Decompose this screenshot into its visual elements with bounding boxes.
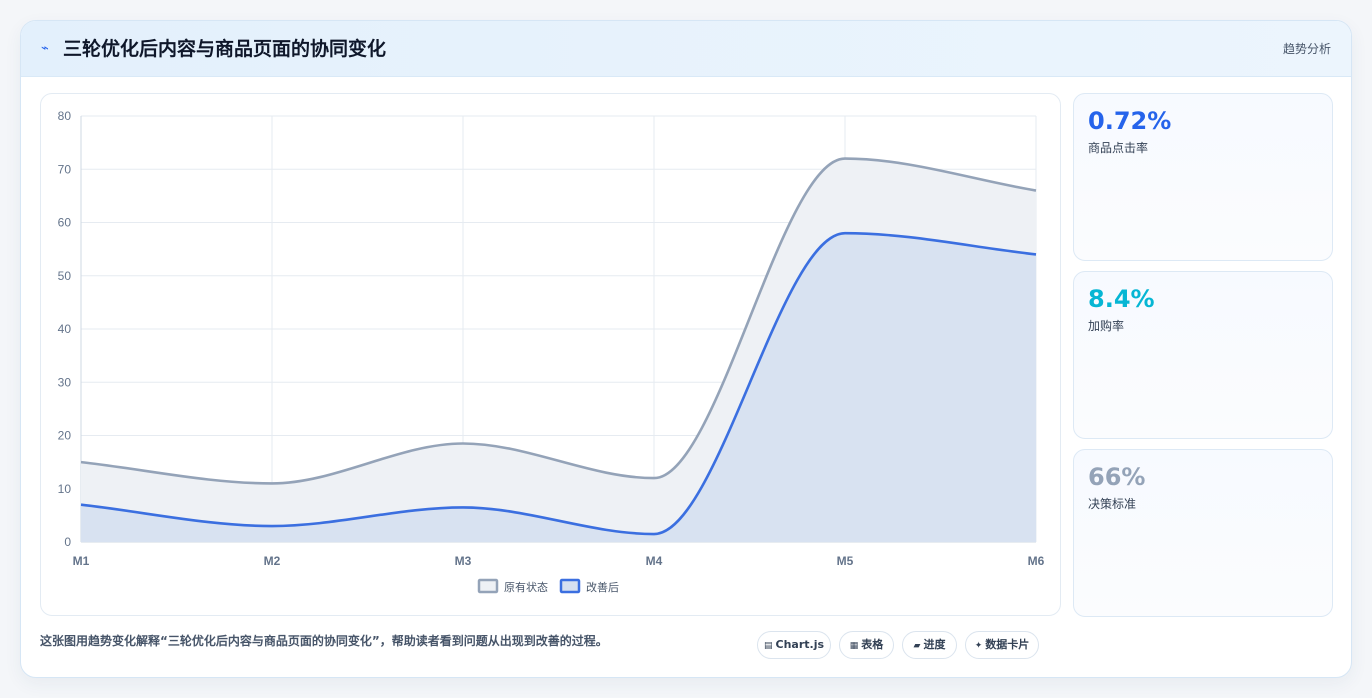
card-icon: ✦ bbox=[974, 641, 983, 651]
chip-label: 数据卡片 bbox=[985, 638, 1030, 651]
data-point bbox=[1035, 253, 1038, 256]
chart-description: 这张图用趋势变化解释“三轮优化后内容与商品页面的协同变化”，帮助读者看到问题从出… bbox=[40, 634, 608, 648]
y-tick-label: 70 bbox=[58, 162, 72, 176]
stat-label: 加购率 bbox=[1088, 319, 1125, 333]
chip-label: 进度 bbox=[923, 638, 946, 651]
x-tick-label: M3 bbox=[455, 554, 472, 568]
card-header: ⌁ 三轮优化后内容与商品页面的协同变化 趋势分析 bbox=[21, 21, 1351, 77]
stat-label: 商品点击率 bbox=[1088, 141, 1149, 155]
chip-label: 表格 bbox=[861, 638, 884, 651]
legend-swatch bbox=[477, 578, 499, 594]
y-tick-label: 10 bbox=[58, 482, 72, 496]
page-title: 三轮优化后内容与商品页面的协同变化 bbox=[63, 38, 387, 60]
chip-data-cards[interactable]: ✦ 数据卡片 bbox=[965, 631, 1039, 659]
x-tick-label: M2 bbox=[264, 554, 281, 568]
data-point bbox=[271, 525, 274, 528]
data-point bbox=[844, 232, 847, 235]
y-tick-label: 30 bbox=[58, 375, 72, 389]
series-line bbox=[80, 157, 1037, 485]
legend-label: 原有状态 bbox=[504, 580, 548, 594]
chart-panel: 0 10 20 30 40 50 60 70 80 M1 M2 M3 M4 M5 M6 原有状态 改善后 bbox=[40, 93, 1061, 616]
data-point bbox=[653, 477, 656, 480]
x-tick-label: M6 bbox=[1028, 554, 1045, 568]
stat-card-add-to-cart-rate: 8.4% 加购率 bbox=[1073, 271, 1333, 439]
y-tick-label: 50 bbox=[58, 269, 72, 283]
chip-progress[interactable]: ▰ 进度 bbox=[902, 631, 957, 659]
x-tick-label: M1 bbox=[73, 554, 90, 568]
data-point bbox=[80, 503, 83, 506]
x-tick-label: M5 bbox=[837, 554, 854, 568]
area-chart: 0 10 20 30 40 50 60 70 80 M1 M2 M3 M4 M5 M6 原有状态 改善后 bbox=[58, 109, 1045, 594]
data-point bbox=[462, 442, 465, 445]
stat-label: 决策标准 bbox=[1088, 497, 1137, 511]
data-point bbox=[462, 506, 465, 509]
x-tick-label: M4 bbox=[646, 554, 663, 568]
series-line bbox=[80, 231, 1037, 536]
series-area bbox=[81, 233, 1036, 542]
stat-card-click-rate: 0.72% 商品点击率 bbox=[1073, 93, 1333, 261]
data-point bbox=[844, 157, 847, 160]
y-tick-label: 60 bbox=[58, 216, 72, 230]
y-tick-label: 0 bbox=[64, 535, 71, 549]
y-tick-label: 80 bbox=[58, 109, 72, 123]
data-point bbox=[1035, 189, 1038, 192]
chip-table[interactable]: ▦ 表格 bbox=[839, 631, 894, 659]
stat-card-decision-standard: 66% 决策标准 bbox=[1073, 449, 1333, 617]
stat-value: 0.72% bbox=[1088, 107, 1172, 135]
table-icon: ▦ bbox=[849, 641, 859, 651]
legend-label: 改善后 bbox=[586, 580, 619, 594]
stat-value: 8.4% bbox=[1088, 285, 1155, 313]
chip-chartjs[interactable]: ▤ Chart.js bbox=[757, 631, 831, 659]
dashboard-card: ⌁ 三轮优化后内容与商品页面的协同变化 趋势分析 0 10 20 30 40 50 60 70… bbox=[20, 20, 1352, 678]
y-tick-label: 20 bbox=[58, 429, 72, 443]
stat-value: 66% bbox=[1088, 463, 1146, 491]
data-point bbox=[271, 482, 274, 485]
chart-icon: ▤ bbox=[763, 641, 773, 651]
data-point bbox=[80, 461, 83, 464]
trend-icon: ⌁ bbox=[41, 41, 49, 56]
y-tick-label: 40 bbox=[58, 322, 72, 336]
progress-icon: ▰ bbox=[913, 641, 921, 651]
trend-analysis-link[interactable]: 趋势分析 bbox=[1282, 42, 1331, 56]
legend-swatch bbox=[559, 578, 581, 594]
data-point bbox=[653, 533, 656, 536]
chip-label: Chart.js bbox=[775, 638, 825, 651]
